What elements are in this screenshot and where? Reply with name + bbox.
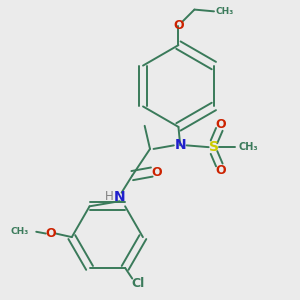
Text: O: O <box>216 118 226 130</box>
Text: CH₃: CH₃ <box>11 227 29 236</box>
Text: N: N <box>114 190 126 204</box>
Text: O: O <box>173 19 184 32</box>
Text: CH₃: CH₃ <box>239 142 259 152</box>
Text: O: O <box>216 164 226 177</box>
Text: O: O <box>152 166 162 178</box>
Text: N: N <box>174 138 186 152</box>
Text: O: O <box>45 227 56 240</box>
Text: H: H <box>105 190 113 203</box>
Text: S: S <box>209 140 219 154</box>
Text: Cl: Cl <box>131 278 144 290</box>
Text: CH₃: CH₃ <box>216 7 234 16</box>
